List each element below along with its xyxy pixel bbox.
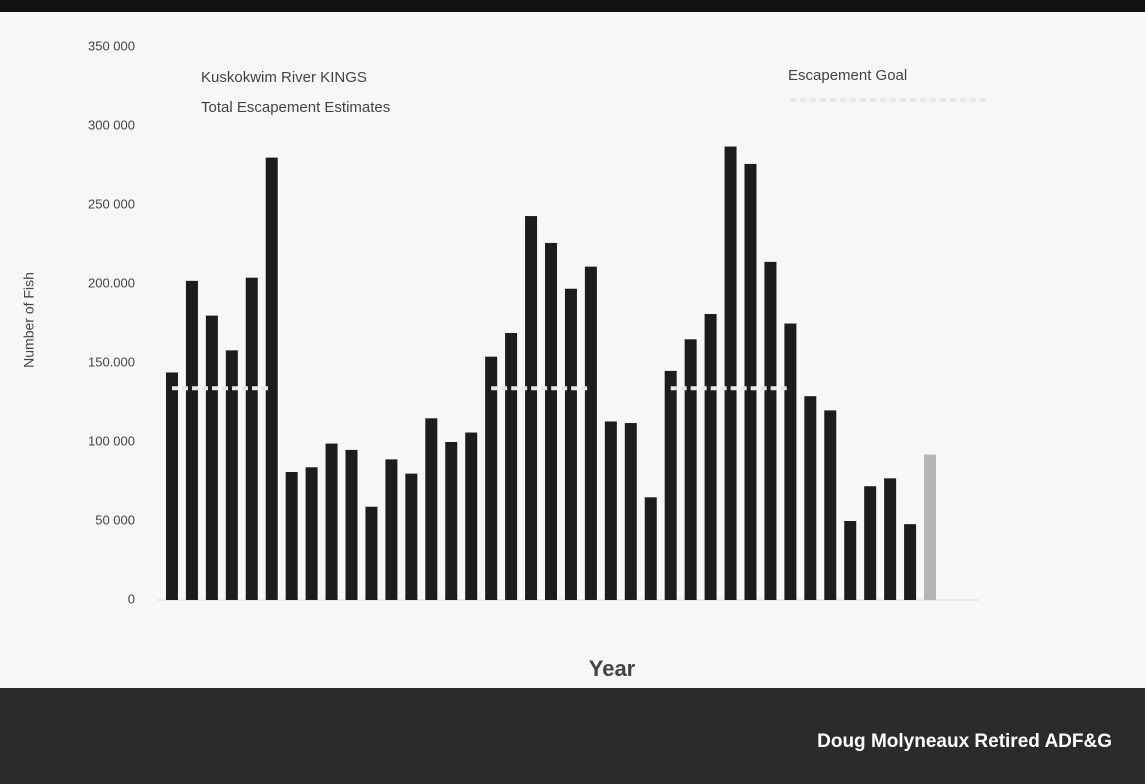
bar bbox=[624, 423, 637, 600]
bar bbox=[904, 524, 917, 600]
bar bbox=[285, 472, 298, 600]
footer-text: Doug Molyneaux Retired ADF&G bbox=[817, 731, 1112, 752]
bar bbox=[485, 356, 498, 600]
bar bbox=[225, 350, 238, 600]
x-axis-label: Year bbox=[589, 656, 636, 681]
y-tick-label: 350 000 bbox=[88, 38, 135, 53]
bar bbox=[924, 454, 937, 600]
bar bbox=[325, 443, 338, 600]
bar bbox=[804, 396, 817, 600]
bar bbox=[644, 497, 657, 600]
bar bbox=[345, 449, 358, 600]
bar bbox=[564, 288, 577, 600]
bar bbox=[305, 467, 318, 600]
bar bbox=[604, 421, 617, 600]
bar bbox=[724, 146, 737, 601]
y-tick-label: 100 000 bbox=[88, 433, 135, 448]
bar bbox=[425, 418, 438, 600]
bar bbox=[545, 242, 557, 601]
bar bbox=[864, 486, 877, 600]
bar bbox=[884, 478, 897, 600]
chart-title: Kuskokwim River KINGS bbox=[201, 69, 367, 86]
bar bbox=[265, 157, 278, 600]
bar bbox=[245, 277, 258, 600]
bar bbox=[385, 459, 398, 600]
bar bbox=[165, 372, 178, 600]
legend-label: Escapement Goal bbox=[788, 67, 907, 84]
bar bbox=[684, 339, 697, 600]
top-border bbox=[0, 0, 1145, 12]
y-tick-label: 0 bbox=[128, 591, 135, 606]
y-tick-label: 50 000 bbox=[95, 512, 135, 527]
footer-band bbox=[0, 688, 1145, 784]
bar bbox=[185, 280, 198, 600]
bar bbox=[405, 473, 418, 600]
bar bbox=[824, 410, 837, 600]
bar bbox=[445, 442, 458, 600]
y-tick-label: 300 000 bbox=[88, 117, 135, 132]
y-axis-label: Number of Fish bbox=[21, 272, 37, 368]
bar bbox=[844, 521, 857, 600]
bar bbox=[584, 266, 597, 600]
bar bbox=[205, 315, 218, 600]
bar bbox=[525, 216, 538, 600]
bar bbox=[784, 323, 797, 600]
chart-subtitle: Total Escapement Estimates bbox=[201, 99, 390, 116]
bar bbox=[704, 314, 717, 600]
bar bbox=[465, 432, 478, 600]
bar bbox=[664, 370, 677, 600]
bar bbox=[505, 332, 518, 600]
y-tick-label: 200.000 bbox=[88, 275, 135, 290]
bar bbox=[744, 163, 757, 601]
y-tick-label: 250 000 bbox=[88, 196, 135, 211]
y-tick-label: 150.000 bbox=[88, 354, 135, 369]
bar bbox=[764, 261, 777, 600]
bar bbox=[365, 506, 378, 600]
